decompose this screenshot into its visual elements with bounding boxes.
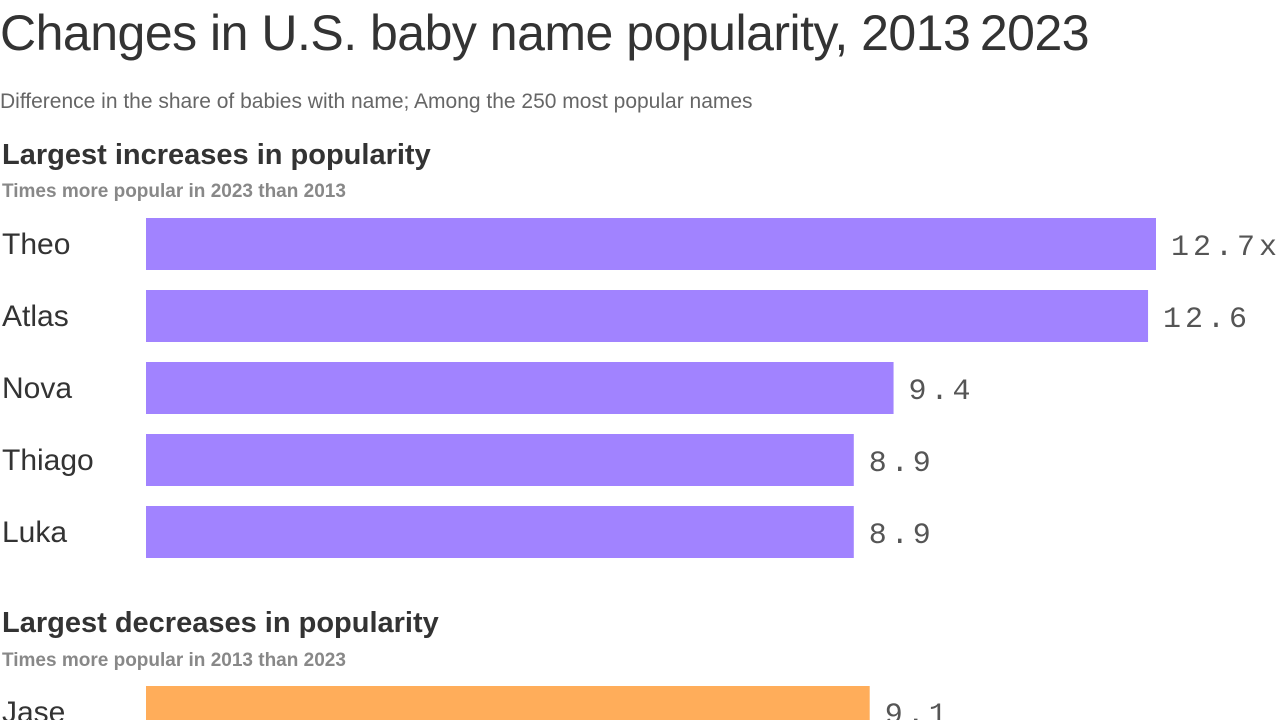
value-label-luka: 8.9 [869, 519, 935, 553]
decreases-section-subtitle: Times more popular in 2013 than 2023 [2, 650, 346, 671]
bar-luka [146, 506, 854, 558]
bar-thiago [146, 434, 854, 486]
value-label-nova: 9.4 [909, 375, 975, 409]
category-label-luka: Luka [2, 516, 67, 549]
increases-section-title: Largest increases in popularity [2, 139, 431, 171]
bar-theo [146, 218, 1156, 270]
decreases-section-title: Largest decreases in popularity [2, 607, 439, 639]
category-label-jase: Jase [2, 696, 65, 720]
bar-atlas [146, 290, 1149, 342]
increases-section-subtitle: Times more popular in 2023 than 2013 [2, 181, 346, 202]
chart-subtitle: Difference in the share of babies with n… [0, 90, 753, 113]
chart-title: Changes in U.S. baby name popularity, 20… [0, 5, 1090, 61]
value-label-jase: 9.1 [885, 699, 951, 720]
category-label-atlas: Atlas [2, 300, 69, 333]
category-label-theo: Theo [2, 228, 70, 261]
value-label-atlas: 12.6 [1163, 303, 1251, 337]
value-label-theo: 12.7x [1171, 231, 1280, 265]
bar-nova [146, 362, 894, 414]
value-label-thiago: 8.9 [869, 447, 935, 481]
bar-jase [146, 686, 870, 720]
category-label-thiago: Thiago [2, 444, 94, 477]
category-label-nova: Nova [2, 372, 72, 405]
